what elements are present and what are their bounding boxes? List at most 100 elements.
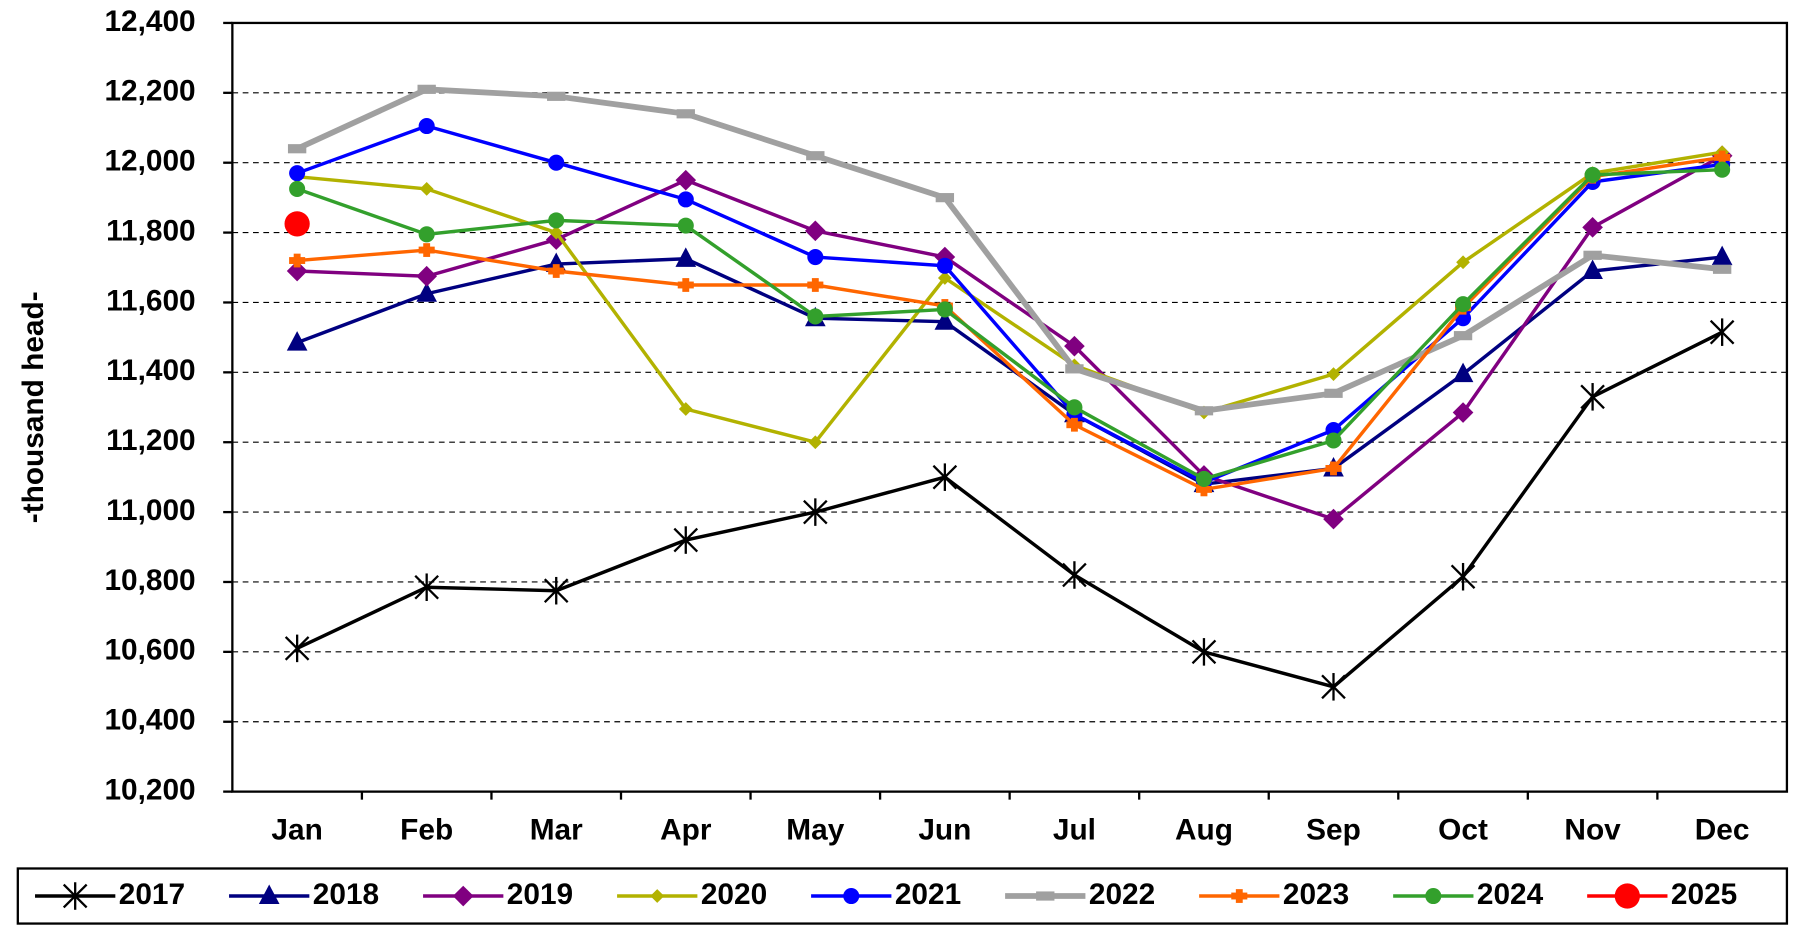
marker [1452,402,1474,423]
marker [1453,331,1473,341]
marker-shape [1452,362,1474,383]
marker-shape [807,308,824,325]
legend-frame [16,867,1789,925]
marker-shape [1325,432,1342,449]
marker-shape [287,144,307,154]
marker [673,526,699,554]
marker [676,109,695,119]
marker-shape [548,154,565,171]
marker-shape [937,271,952,285]
legend-item: 2018 [229,878,379,911]
marker [452,885,474,907]
marker-shape [682,278,690,292]
marker [936,257,953,274]
marker [416,265,438,287]
marker-shape [1582,217,1603,238]
marker-shape [286,331,308,351]
legend-item: 2025 [1587,878,1737,911]
marker [287,144,307,154]
legend-item: 2023 [1199,878,1349,911]
marker [1709,318,1735,346]
y-tick-label: 12,200 [104,75,195,108]
y-tick-label: 10,200 [104,773,195,806]
legend-label: 2019 [507,878,573,911]
marker-shape [293,253,301,268]
marker-shape [1718,150,1726,165]
legend-label: 2022 [1089,878,1155,911]
marker [650,889,665,903]
marker [678,402,693,416]
marker [1325,432,1342,449]
marker [807,278,824,292]
marker-shape [1066,399,1083,416]
marker [1583,250,1602,260]
marker [807,249,824,266]
marker-shape [545,252,567,273]
legend-label: 2020 [701,878,767,911]
marker [936,301,953,318]
marker-shape [650,889,665,903]
marker-shape [545,229,567,250]
x-tick-label: Sep [1306,814,1361,847]
x-tick-label: Nov [1564,814,1621,847]
legend-label: 2017 [119,878,185,911]
marker [417,84,436,94]
marker-shape [676,109,695,119]
marker [284,211,310,237]
series-line [296,150,1723,445]
marker-shape [1235,889,1243,903]
marker [1325,461,1342,476]
marker [548,264,565,278]
marker-shape [934,310,956,330]
legend-label: 2021 [895,878,961,911]
marker [289,180,306,197]
marker-shape [1326,367,1341,381]
marker-shape [452,885,474,907]
x-tick-label: Mar [530,814,583,847]
marker [1323,508,1344,530]
marker [1450,562,1476,591]
marker-shape [1065,364,1084,374]
marker-shape [419,182,434,196]
x-tick-label: Oct [1438,814,1488,847]
marker-shape [548,212,565,229]
marker [547,91,566,101]
marker [62,882,88,910]
marker-shape [1453,331,1473,341]
marker [416,282,438,302]
marker [548,212,565,229]
marker [414,573,439,601]
marker [1326,367,1341,381]
marker [1231,889,1248,903]
marker-shape [417,84,436,94]
marker-shape [843,887,860,905]
marker [1066,417,1083,432]
marker [803,498,828,526]
y-tick-label: 11,200 [106,424,196,457]
marker [1714,150,1731,165]
y-tick-label: 10,400 [104,704,195,737]
marker-shape [418,117,435,135]
marker [1194,406,1214,416]
marker-shape [936,257,953,274]
marker-shape [1614,883,1640,909]
marker-shape [1070,417,1078,432]
marker-shape [1714,161,1731,178]
marker-shape [1712,264,1732,274]
marker-shape [935,193,955,203]
marker [1066,399,1083,416]
marker [1425,887,1442,905]
legend-item: 2020 [617,878,767,911]
series-line [296,167,1723,481]
marker-shape [1425,887,1442,905]
legend-item: 2017 [35,878,185,911]
marker-shape [1711,245,1733,266]
marker [545,229,567,250]
marker-shape [289,165,306,182]
x-tick-label: Apr [660,814,712,847]
marker [1582,217,1603,238]
marker-shape [811,278,819,292]
marker-shape [804,220,826,242]
marker [804,220,826,242]
